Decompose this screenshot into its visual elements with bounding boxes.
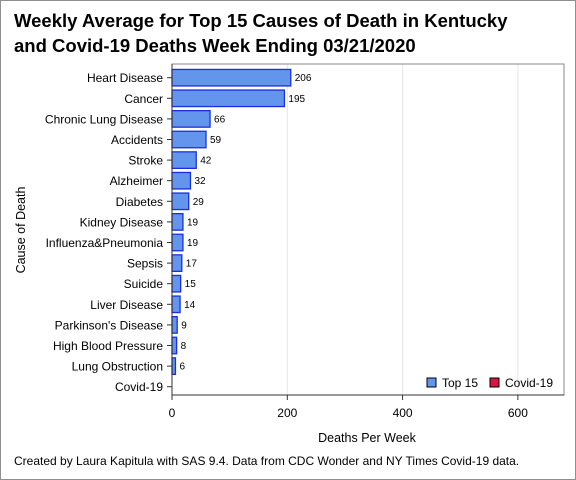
bar-top15 [171, 357, 177, 376]
bar-top15 [171, 151, 197, 170]
data-label: 15 [185, 279, 197, 290]
category-label: Lung Obstruction [72, 360, 163, 374]
category-label: Influenza&Pneumonia [46, 236, 164, 250]
bar-top15 [171, 68, 292, 87]
category-label: Cancer [124, 92, 163, 106]
chart-title-line1: Weekly Average for Top 15 Causes of Deat… [14, 10, 508, 31]
data-label: 19 [187, 217, 199, 228]
category-label: Chronic Lung Disease [45, 112, 163, 126]
data-label: 29 [193, 197, 205, 208]
data-label: 32 [194, 176, 206, 187]
bar-top15 [171, 130, 207, 149]
category-label: Kidney Disease [80, 215, 164, 229]
x-tick-label: 0 [169, 406, 176, 420]
legend-swatch-top15 [426, 377, 437, 388]
plot-area-border [171, 63, 565, 396]
category-label: Heart Disease [87, 71, 163, 85]
chart-title-line2: and Covid-19 Deaths Week Ending 03/21/20… [14, 35, 416, 56]
bar-top15 [171, 336, 178, 355]
bar-top15 [171, 212, 184, 231]
bar-top15 [171, 254, 183, 273]
category-label: Diabetes [116, 195, 163, 209]
category-label: Parkinson's Disease [55, 318, 164, 332]
category-label: Covid-19 [115, 380, 163, 394]
bar-top15 [171, 315, 178, 334]
data-label: 9 [181, 320, 187, 331]
data-label: 17 [186, 259, 198, 270]
x-tick-label: 600 [508, 406, 528, 420]
data-label: 42 [200, 156, 212, 167]
data-label: 19 [187, 238, 199, 249]
legend-label-covid: Covid-19 [505, 376, 553, 390]
legend-label-top15: Top 15 [442, 376, 478, 390]
category-label: Sepsis [127, 257, 163, 271]
data-label: 206 [295, 73, 312, 84]
bar-top15 [171, 295, 181, 314]
y-axis-title: Cause of Death [14, 187, 28, 274]
category-label: Stroke [128, 154, 163, 168]
footnote: Created by Laura Kapitula with SAS 9.4. … [14, 454, 520, 468]
x-axis-title: Deaths Per Week [318, 431, 416, 445]
bar-top15 [171, 110, 211, 128]
bar-top15 [171, 89, 286, 108]
legend-swatch-covid [489, 377, 500, 388]
category-label: High Blood Pressure [53, 339, 163, 353]
bar-top15 [171, 274, 182, 293]
category-label: Suicide [124, 277, 164, 291]
data-label: 14 [184, 300, 196, 311]
x-tick-label: 200 [277, 406, 297, 420]
bar-top15 [171, 192, 190, 211]
data-label: 6 [179, 362, 185, 373]
data-label: 8 [181, 341, 187, 352]
data-label: 59 [210, 135, 222, 146]
data-label: 195 [288, 94, 305, 105]
bar-top15 [171, 233, 184, 252]
category-label: Accidents [111, 133, 163, 147]
x-tick-label: 400 [393, 406, 413, 420]
category-label: Alzheimer [110, 174, 163, 188]
data-label: 66 [214, 114, 226, 125]
category-label: Liver Disease [90, 298, 163, 312]
chart-title: Weekly Average for Top 15 Causes of Deat… [14, 8, 564, 58]
bar-top15 [171, 171, 192, 190]
